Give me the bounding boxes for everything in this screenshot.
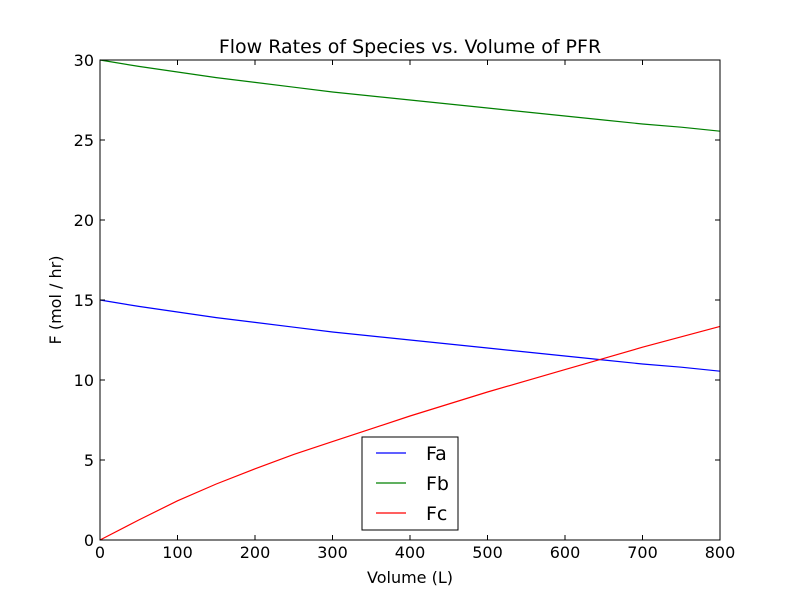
x-tick-label: 500 — [472, 543, 503, 562]
y-tick-label: 10 — [74, 371, 94, 390]
plot-frame — [99, 59, 721, 541]
series-line-fc — [99, 325, 721, 541]
legend: Fa Fb Fc — [361, 436, 459, 531]
y-tick-label: 30 — [74, 51, 94, 70]
y-tick-label: 25 — [74, 131, 94, 150]
y-tick-label: 15 — [74, 291, 94, 310]
legend-label-fb: Fb — [426, 473, 449, 495]
x-axis-label: Volume (L) — [367, 568, 453, 587]
y-tick-label: 20 — [74, 211, 94, 230]
legend-label-fc: Fc — [426, 503, 447, 525]
x-tick-label: 800 — [705, 543, 736, 562]
y-tick-label: 5 — [84, 451, 94, 470]
x-tick-label: 700 — [627, 543, 658, 562]
series-line-fa — [99, 299, 721, 372]
y-tick-label: 0 — [84, 531, 94, 550]
x-tick-label: 100 — [162, 543, 193, 562]
tick-layer: 0 100 200 300 400 500 600 700 800 0 5 10 15 20 25 30 — [74, 51, 736, 562]
x-tick-label: 0 — [95, 543, 105, 562]
x-tick-label: 300 — [317, 543, 348, 562]
x-tick-label: 400 — [395, 543, 426, 562]
chart-title: Flow Rates of Species vs. Volume of PFR — [219, 36, 601, 58]
legend-label-fa: Fa — [426, 443, 447, 465]
x-tick-label: 200 — [240, 543, 271, 562]
x-tick-label: 600 — [550, 543, 581, 562]
y-axis-label: F (mol / hr) — [46, 256, 65, 345]
series-line-fb — [99, 59, 721, 132]
series-layer — [99, 59, 721, 541]
